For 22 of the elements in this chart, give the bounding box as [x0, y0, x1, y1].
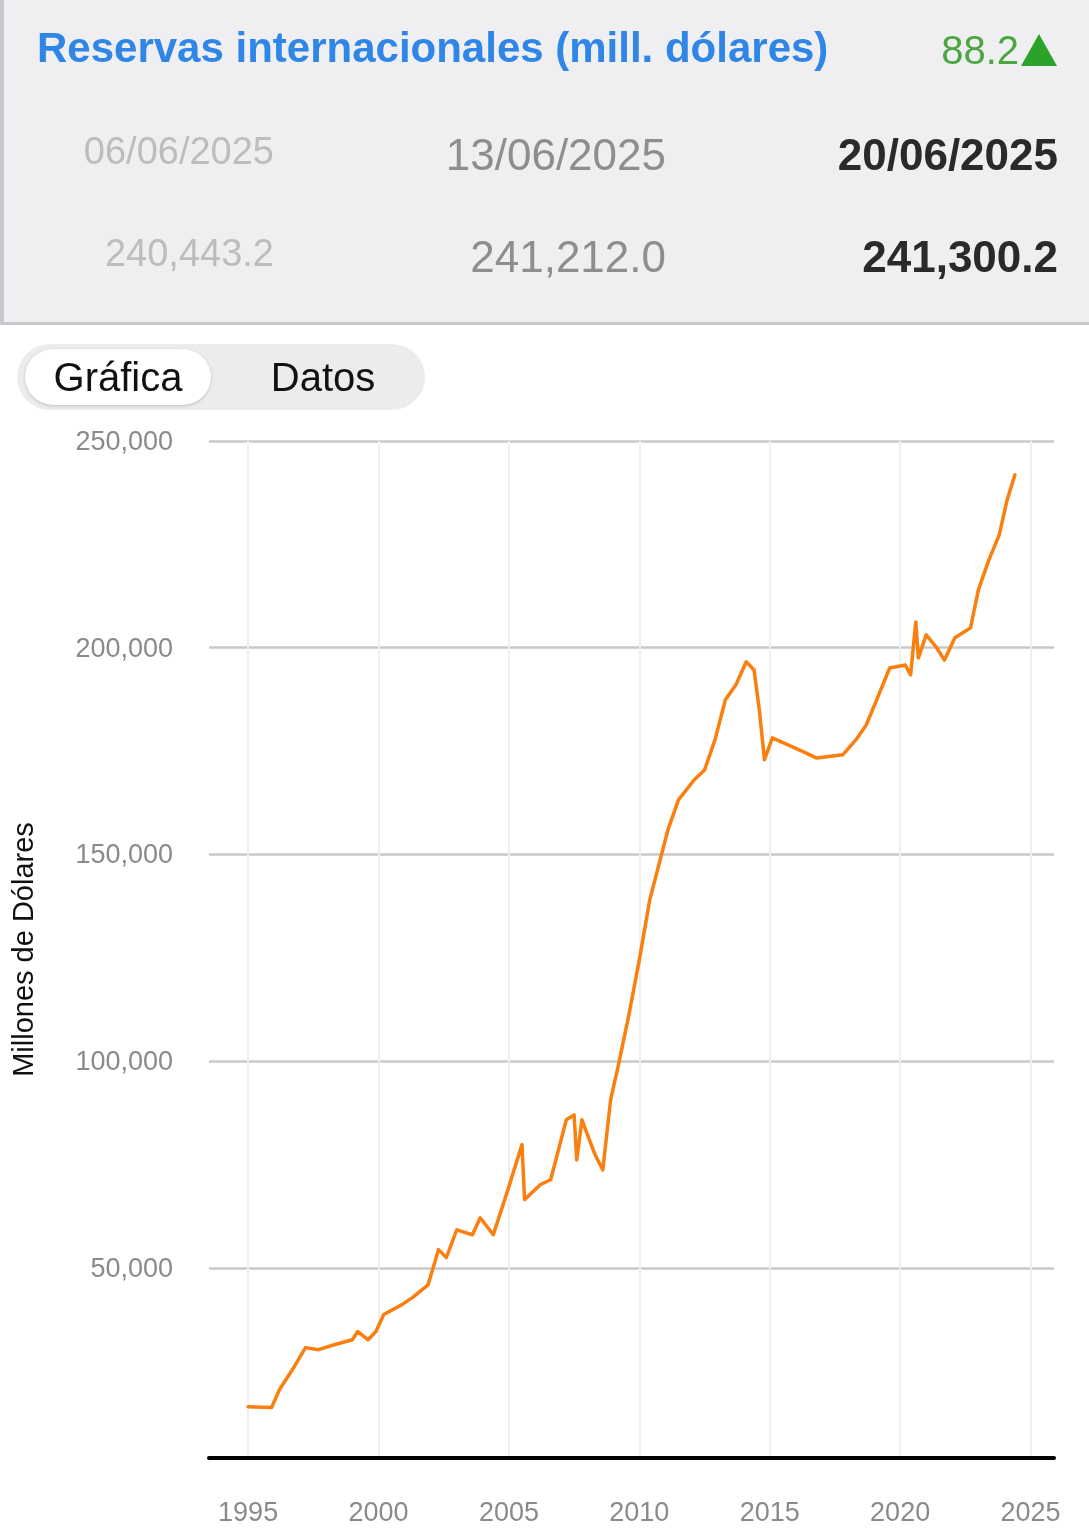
y-axis-title: Millones de Dólares	[6, 822, 39, 1077]
x-tick-label: 2025	[1000, 1496, 1061, 1527]
text: 88.2	[941, 28, 1019, 73]
x-tick-label: 1995	[218, 1496, 279, 1527]
y-tick-label: 250,000	[75, 426, 173, 456]
text: 20/06/2025	[837, 130, 1058, 180]
y-tick-label: 100,000	[75, 1046, 173, 1077]
x-tick-label: 2005	[478, 1496, 539, 1527]
chart-title: Reservas internacionales (mill. dólares)	[37, 24, 829, 72]
text: 241,212.0	[470, 232, 666, 282]
y-tick-label: 50,000	[90, 1252, 173, 1283]
x-tick-label: 2020	[870, 1496, 931, 1527]
text: 241,300.2	[862, 232, 1058, 282]
y-tick-label: 200,000	[75, 632, 173, 663]
text: 13/06/2025	[445, 130, 666, 180]
x-tick-label: 2015	[739, 1496, 800, 1527]
text: Gráfica	[25, 349, 211, 405]
line-series	[246, 473, 1017, 1410]
text: Datos	[269, 354, 377, 401]
y-tick-label: 150,000	[75, 839, 173, 870]
x-tick-label: 2000	[348, 1496, 409, 1527]
x-tick-label: 2010	[609, 1496, 670, 1527]
